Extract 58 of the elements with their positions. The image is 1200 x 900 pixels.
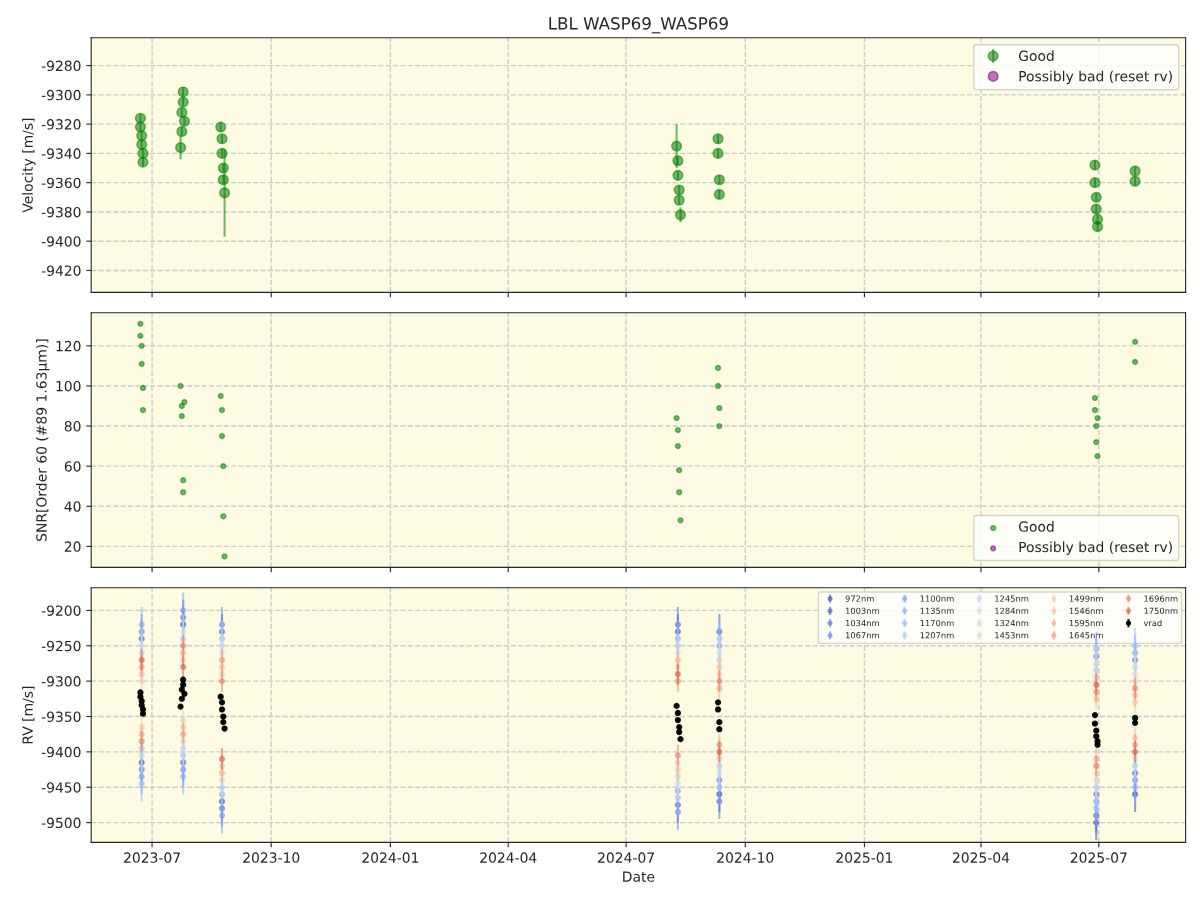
y-tick-label: -9300 — [41, 676, 81, 687]
y-axis-title: Velocity [m/s] — [22, 118, 36, 213]
y-tick-label: -9420 — [41, 265, 81, 276]
y-tick-label: -9360 — [41, 177, 81, 189]
legend-label: 972nm — [845, 595, 874, 602]
y-tick-label: 80 — [64, 421, 81, 432]
y-tick-label: -9500 — [41, 817, 81, 829]
y-tick-label: 20 — [64, 541, 81, 552]
y-tick-label: -9280 — [41, 60, 81, 72]
legend-label: 1696nm — [1144, 595, 1178, 602]
y-tick-label: 60 — [64, 461, 81, 472]
x-tick-label: 2023-07 — [124, 852, 180, 863]
y-tick-label: -9320 — [41, 119, 81, 130]
y-tick-label: -9450 — [41, 782, 81, 793]
y-tick-label: -9250 — [41, 640, 81, 652]
legend-label: 1499nm — [1069, 595, 1103, 602]
y-tick-label: 120 — [56, 340, 81, 352]
legend-label: 1100nm — [920, 595, 954, 602]
legend-label: 1284nm — [995, 607, 1029, 614]
y-tick-label: -9400 — [41, 236, 81, 247]
y-tick-label: -9400 — [41, 746, 81, 758]
x-tick-label: 2025-01 — [836, 852, 893, 863]
legend-label: 1324nm — [995, 619, 1029, 627]
y-tick-label: 40 — [64, 501, 81, 512]
x-tick-label: 2024-10 — [717, 852, 774, 863]
legend-label: 1750nm — [1144, 607, 1178, 614]
legend-label: 1034nm — [845, 619, 879, 627]
legend-label: 1595nm — [1069, 619, 1103, 627]
legend-label: 1067nm — [845, 632, 879, 639]
x-tick-label: 2024-04 — [480, 852, 537, 863]
y-tick-label: -9300 — [41, 89, 81, 101]
legend-label: 1207nm — [920, 632, 954, 639]
x-tick-label: 2025-04 — [952, 852, 1010, 863]
legend-label: 1245nm — [995, 595, 1029, 602]
x-tick-label: 2024-07 — [598, 852, 654, 863]
y-tick-label: -9200 — [41, 605, 81, 616]
chart-title: LBL WASP69_WASP69 — [549, 17, 728, 34]
legend-label: 1170nm — [920, 619, 954, 627]
x-tick-label: 2023-10 — [243, 852, 300, 863]
legend-label: Good — [1018, 521, 1054, 532]
y-axis-title: RV [m/s] — [22, 686, 35, 744]
y-axis-title: SNR[Order 60 (#89 1.63μm)] — [35, 339, 50, 541]
legend-label: Good — [1018, 50, 1054, 62]
x-axis-title: Date — [623, 871, 655, 882]
legend-label: 1645nm — [1069, 632, 1103, 639]
legend-label: Possibly bad (reset rv) — [1019, 541, 1172, 555]
legend-label: 1546nm — [1069, 607, 1103, 614]
legend-label: 1003nm — [845, 607, 879, 614]
legend-label: 1453nm — [995, 632, 1029, 639]
y-tick-label: -9380 — [41, 206, 81, 218]
legend-label: Possibly bad (reset rv) — [1019, 70, 1172, 85]
y-tick-label: -9350 — [41, 711, 81, 722]
x-tick-label: 2024-01 — [362, 852, 419, 863]
legend-label: vrad — [1143, 619, 1162, 627]
x-tick-label: 2025-07 — [1070, 852, 1127, 863]
y-tick-label: 100 — [56, 380, 81, 392]
legend-label: 1135nm — [920, 607, 954, 614]
y-tick-label: -9340 — [41, 148, 81, 159]
